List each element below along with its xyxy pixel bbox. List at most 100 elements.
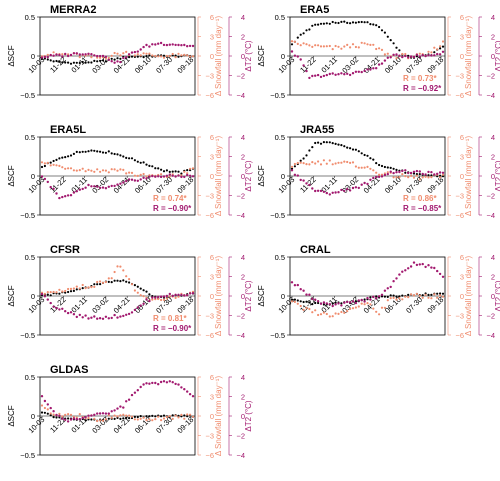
data-point: [299, 161, 302, 164]
data-point: [46, 291, 49, 294]
x-tick-label: 04-21: [112, 295, 132, 315]
data-point: [168, 55, 171, 58]
data-point: [418, 173, 421, 176]
data-point: [107, 317, 111, 320]
data-point: [154, 43, 157, 46]
data-point: [69, 194, 73, 197]
data-point: [81, 167, 84, 170]
data-point: [441, 171, 445, 174]
data-point: [110, 281, 113, 284]
y-axis-label-t2: ΔT2 (°C): [494, 160, 500, 192]
data-point: [299, 33, 302, 36]
data-point: [116, 316, 119, 319]
data-point: [78, 169, 81, 172]
data-point: [380, 293, 384, 296]
data-point: [93, 185, 96, 188]
data-point: [380, 175, 384, 178]
data-point: [439, 294, 442, 297]
data-point: [389, 297, 392, 300]
data-point: [311, 161, 314, 164]
data-point: [96, 280, 99, 284]
data-point: [113, 414, 116, 417]
data-point: [183, 53, 186, 57]
data-point: [145, 298, 148, 301]
data-point: [93, 315, 96, 318]
data-point: [78, 287, 81, 290]
data-point: [52, 290, 55, 294]
data-point: [145, 419, 148, 422]
data-point: [93, 285, 96, 288]
data-point: [331, 20, 334, 24]
data-point: [177, 174, 180, 177]
data-point: [383, 289, 387, 292]
data-point: [52, 54, 55, 57]
data-point: [427, 54, 430, 57]
x-tick-label: 10-03: [276, 55, 296, 75]
data-point: [439, 47, 442, 50]
data-point: [177, 416, 180, 419]
data-point: [438, 171, 442, 174]
data-point: [116, 416, 119, 419]
data-point: [180, 44, 183, 47]
data-point: [334, 73, 337, 77]
data-point: [372, 176, 375, 180]
data-point: [99, 280, 102, 283]
right-tick-label: 2: [491, 153, 495, 162]
mid-tick-label: 6: [210, 13, 214, 22]
data-point: [322, 190, 326, 193]
left-tick-label: −0.5: [20, 331, 35, 340]
data-point: [346, 146, 349, 149]
data-point: [90, 418, 93, 421]
panel-cfsr: CFSR 0.5 0 −0.5 ΔSCF 6 3 0 −3 −6 Δ Snowfall (mm da…: [7, 244, 253, 340]
data-point: [308, 163, 311, 166]
data-point: [133, 54, 136, 57]
data-point: [125, 50, 128, 54]
data-point: [343, 45, 346, 48]
data-point: [145, 175, 148, 178]
data-point: [296, 55, 299, 58]
data-point: [177, 295, 180, 298]
data-point: [119, 168, 122, 171]
data-point: [392, 294, 395, 297]
data-point: [145, 177, 148, 180]
data-point: [363, 153, 366, 157]
data-point: [107, 417, 110, 420]
data-point: [119, 315, 122, 318]
data-point: [418, 52, 421, 55]
panel-title: CFSR: [50, 244, 80, 256]
data-point: [340, 20, 343, 23]
data-point: [63, 310, 67, 313]
panel-title: ERA5L: [50, 124, 86, 136]
data-point: [346, 310, 349, 313]
data-point: [139, 173, 142, 176]
data-point: [305, 182, 308, 185]
left-tick-label: 0.5: [275, 253, 285, 262]
panel-title: JRA55: [300, 124, 334, 136]
data-point: [322, 159, 325, 162]
data-point: [319, 142, 323, 145]
data-point: [180, 172, 183, 175]
data-point: [395, 171, 398, 174]
data-point: [191, 292, 195, 295]
left-tick-label: −0.5: [20, 451, 35, 460]
data-point: [375, 24, 378, 27]
data-point: [308, 44, 311, 47]
data-point: [366, 182, 369, 186]
left-tick-label: −0.5: [270, 211, 285, 220]
data-point: [375, 162, 378, 165]
data-point: [168, 292, 171, 296]
data-point: [441, 275, 445, 278]
data-point: [160, 415, 163, 418]
data-point: [401, 173, 404, 176]
data-point: [177, 43, 180, 47]
mid-tick-label: 6: [210, 133, 214, 142]
data-point: [183, 417, 186, 420]
data-point: [293, 165, 296, 168]
mid-tick-label: 0: [460, 292, 464, 301]
data-point: [122, 155, 125, 158]
data-point: [125, 400, 128, 403]
data-point: [159, 41, 163, 45]
data-point: [331, 302, 334, 305]
data-point: [392, 53, 395, 56]
data-point: [369, 178, 372, 181]
